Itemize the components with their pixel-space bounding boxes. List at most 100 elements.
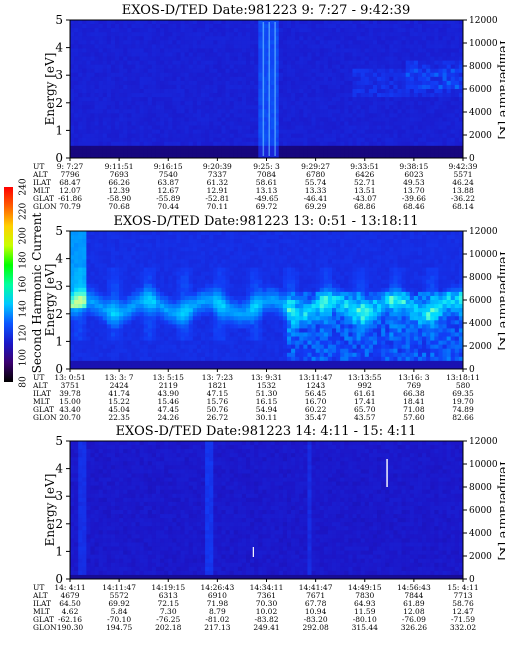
spectrogram-cell (152, 308, 156, 312)
spectrogram-cell (176, 316, 180, 320)
spectrogram-cell (168, 20, 172, 24)
spectrogram-cell (250, 332, 254, 336)
spectrogram-cell (140, 81, 144, 85)
spectrogram-cell (295, 77, 299, 81)
spectrogram-cell (185, 361, 189, 365)
spectrogram-cell (127, 20, 131, 24)
spectrogram-cell (205, 146, 209, 150)
spectrogram-cell (234, 357, 238, 361)
spectrogram-cell (172, 308, 176, 312)
spectrogram-cell (393, 28, 397, 32)
spectrogram-cell (344, 109, 348, 113)
spectrogram-cell (254, 231, 258, 235)
spectrogram-cell (123, 146, 127, 150)
spectrogram-cell (185, 324, 189, 328)
spectrogram-cell (316, 150, 320, 154)
spectrogram-cell (238, 85, 242, 89)
spectrogram-cell (361, 24, 365, 28)
spectrogram-cell (144, 296, 148, 300)
spectrogram-cell (418, 126, 422, 130)
spectrogram-cell (328, 73, 332, 77)
spectrogram-cell (168, 312, 172, 316)
spectrogram-cell (172, 324, 176, 328)
spectrogram-cell (115, 93, 119, 97)
spectrogram-cell (123, 235, 127, 239)
spectrogram-cell (287, 121, 291, 125)
spectrogram-cell (168, 69, 172, 73)
spectrogram-cell (324, 69, 328, 73)
spectrogram-cell (422, 73, 426, 77)
spectrogram-cell (99, 73, 103, 77)
spectrogram-cell (230, 361, 234, 365)
colorbar-label: Second Harmonic Current (30, 213, 44, 374)
spectrogram-cell (176, 113, 180, 117)
spectrogram-cell (70, 324, 74, 328)
spectrogram-cell (250, 268, 254, 272)
spectrogram-cell (389, 28, 393, 32)
spectrogram-cell (111, 320, 115, 324)
spectrogram-cell (99, 251, 103, 255)
spectrogram-cell (95, 243, 99, 247)
spectrogram-cell (340, 97, 344, 101)
spectrogram-cell (418, 134, 422, 138)
spectrogram-cell (340, 150, 344, 154)
spectrogram-cell (348, 81, 352, 85)
spectrogram-cell (438, 138, 442, 142)
spectrogram-cell (291, 121, 295, 125)
spectrogram-cell (152, 345, 156, 349)
spectrogram-cell (344, 93, 348, 97)
spectrogram-cell (127, 296, 131, 300)
spectrogram-cell (226, 353, 230, 357)
spectrogram-cell (283, 20, 287, 24)
spectrogram-cell (369, 81, 373, 85)
spectrogram-cell (242, 259, 246, 263)
spectrogram-cell (226, 324, 230, 328)
spectrogram-cell (213, 81, 217, 85)
spectrogram-cell (78, 77, 82, 81)
spectrogram-cell (99, 20, 103, 24)
spectrogram-cell (205, 304, 209, 308)
spectrogram-cell (209, 69, 213, 73)
spectrogram-cell (115, 304, 119, 308)
spectrogram-cell (357, 142, 361, 146)
spectrogram-cell (90, 61, 94, 65)
spectrogram-cell (426, 32, 430, 36)
spectrogram-cell (131, 272, 135, 276)
spectrogram-cell (148, 24, 152, 28)
spectrogram-cell (262, 268, 266, 272)
spectrogram-cell (320, 65, 324, 69)
spectrogram-cell (160, 32, 164, 36)
colorbar-tick: 120 (19, 324, 29, 341)
spectrogram-cell (99, 328, 103, 332)
spectrogram-cell (414, 93, 418, 97)
spectrogram-cell (320, 81, 324, 85)
spectrogram-cell (361, 142, 365, 146)
spectrogram-cell (164, 57, 168, 61)
spectrogram-cell (242, 28, 246, 32)
spectrogram-cell (217, 316, 221, 320)
spectrogram-cell (144, 231, 148, 235)
spectrogram-cell (250, 337, 254, 341)
spectrogram-cell (140, 235, 144, 239)
spectrogram-cell (127, 142, 131, 146)
spectrogram-cell (230, 235, 234, 239)
spectrogram-cell (197, 231, 201, 235)
spectrogram-cell (82, 61, 86, 65)
ephemeris-cell: 68.86 (354, 202, 376, 211)
spectrogram-cell (131, 105, 135, 109)
spectrogram-cell (250, 312, 254, 316)
spectrogram-cell (381, 138, 385, 142)
spectrogram-cell (115, 65, 119, 69)
spectrogram-cell (197, 308, 201, 312)
spectrogram-cell (377, 105, 381, 109)
spectrogram-cell (238, 109, 242, 113)
spectrogram-cell (389, 44, 393, 48)
spectrogram-cell (287, 150, 291, 154)
spectrogram-cell (193, 93, 197, 97)
spectrogram-cell (209, 130, 213, 134)
spectrogram-cell (168, 81, 172, 85)
spectrogram-cell (385, 61, 389, 65)
spectrogram-cell (152, 101, 156, 105)
spectrogram-cell (156, 251, 160, 255)
spectrogram-cell (213, 255, 217, 259)
